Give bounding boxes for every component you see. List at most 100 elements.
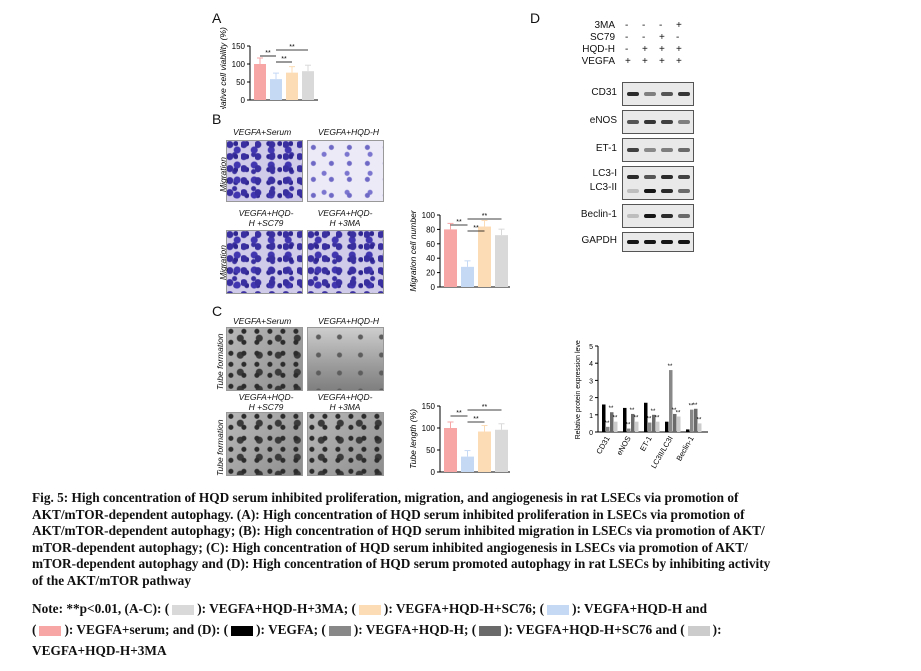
bar-0 <box>444 229 457 287</box>
blot-label: GAPDH <box>581 235 617 246</box>
condition-row: SC79- - + - <box>570 32 695 44</box>
bar <box>677 416 681 432</box>
swatch-d-vegfa <box>231 625 254 636</box>
bar <box>602 404 606 432</box>
blot-band <box>678 92 690 96</box>
sig-mark: ** <box>456 219 462 226</box>
caption-line-2: AKT/mTOR-dependent autophagy. (A): High … <box>32 506 745 522</box>
blot-strip <box>622 232 694 252</box>
note-part-3: ): VEGFA+HQD-H and <box>572 601 707 616</box>
condition-value: - <box>625 44 629 55</box>
blot-label: Beclin-1 <box>580 209 617 220</box>
blot-band <box>644 189 656 193</box>
migration-image-serum <box>226 140 303 202</box>
bar-3 <box>302 71 314 100</box>
bar <box>652 414 656 432</box>
caption-line-5: mTOR-dependent autophagy and (D): High c… <box>32 556 771 571</box>
y-tick-label: 0 <box>241 96 246 105</box>
conditions-table: 3MA - - - + SC79- - + - HQD-H - + + + VEGFA + + + + <box>570 20 695 68</box>
tube-image-sc79 <box>226 412 303 476</box>
sig-mark: ** <box>672 408 677 414</box>
blot-band <box>678 175 690 179</box>
y-tick-label: 0 <box>431 283 436 292</box>
sig-mark: ** <box>456 410 462 417</box>
condition-value: - <box>642 32 646 43</box>
blot-band <box>678 148 690 152</box>
note-part-9: VEGFA+HQD-H+3MA <box>32 643 167 658</box>
blot-label: ET-1 <box>595 143 617 154</box>
bar <box>644 402 648 432</box>
y-tick-label: 2 <box>589 396 593 403</box>
y-tick-label: 4 <box>589 361 593 368</box>
sig-mark: ** <box>693 403 698 409</box>
sig-mark: ** <box>605 421 610 427</box>
bar-0 <box>444 428 457 472</box>
condition-value: + <box>676 20 682 31</box>
y-tick-label: 50 <box>236 78 245 87</box>
bar <box>635 421 639 432</box>
condition-value: - <box>659 20 663 31</box>
image-label-c1: VEGFA+Serum <box>233 316 292 326</box>
sig-mark: ** <box>482 213 488 220</box>
y-tick-label: 3 <box>589 378 593 385</box>
image-label-b4: VEGFA+HQD-H +3MA <box>317 208 373 228</box>
y-axis-label: Relative cell viability (%) <box>218 27 228 109</box>
bar-3 <box>495 429 508 472</box>
blot-band <box>644 175 656 179</box>
row-label-migration-2: Migration <box>218 245 228 280</box>
blot-band <box>661 120 673 124</box>
blot-band <box>644 214 656 218</box>
condition-value: - <box>676 32 680 43</box>
y-tick-label: 60 <box>426 240 435 249</box>
swatch-serum <box>39 625 62 636</box>
bar-0 <box>254 64 266 100</box>
blot-band <box>644 240 656 244</box>
tube-image-hqd-h <box>307 327 384 391</box>
sig-mark: ** <box>689 404 694 410</box>
y-tick-label: 150 <box>232 42 246 51</box>
blot-strip <box>622 166 694 200</box>
chart-d: 5 4 3 2 1 0 Relative protein expression level *… <box>575 340 708 470</box>
sig-mark: ** <box>626 423 631 429</box>
row-label-tube-2: Tube formation <box>215 419 225 476</box>
image-label-c3: VEGFA+HQD-H +SC79 <box>238 392 294 412</box>
sig-mark: ** <box>265 50 271 57</box>
x-tick-label: ET-1 <box>638 435 654 453</box>
condition-value: + <box>642 44 648 55</box>
blot-band <box>627 148 639 152</box>
bar <box>631 413 635 432</box>
blot-band <box>627 189 639 193</box>
condition-name: HQD-H <box>582 44 615 55</box>
blot-strip <box>622 204 694 228</box>
swatch-hqd-h <box>547 604 570 615</box>
sig-mark: ** <box>676 411 681 417</box>
blot-label: LC3-I <box>592 168 617 179</box>
condition-value: + <box>659 56 665 67</box>
y-tick-label: 100 <box>232 60 246 69</box>
bar <box>614 421 618 432</box>
sig-mark: ** <box>613 416 618 422</box>
bar <box>606 426 610 432</box>
image-label-c4: VEGFA+HQD-H +3MA <box>317 392 373 412</box>
bar <box>686 429 690 432</box>
bar <box>610 412 614 432</box>
condition-rows: 3MA - - - + SC79- - + - HQD-H - + + + VEGFA + + + + <box>570 20 695 68</box>
western-blot: CD31 eNOS ET-1 LC3-I LC3-II Beclin-1 GAPDH <box>570 82 695 252</box>
condition-value: + <box>642 56 648 67</box>
blot-label: LC3-II <box>589 182 617 193</box>
caption-line-4: mTOR-dependent autophagy; (C): High conc… <box>32 539 748 555</box>
sig-mark: ** <box>482 404 488 411</box>
sig-mark: ** <box>668 364 673 370</box>
caption-line-1: Fig. 5: High concentration of HQD serum … <box>32 490 739 505</box>
sig-mark: ** <box>473 416 479 423</box>
blot-band <box>627 120 639 124</box>
sig-mark: ** <box>647 417 652 423</box>
bar <box>673 413 677 432</box>
blot-band <box>678 120 690 124</box>
blot-band <box>627 92 639 96</box>
migration-image-3ma <box>307 230 384 294</box>
image-label-b3: VEGFA+HQD-H +SC79 <box>238 208 294 228</box>
